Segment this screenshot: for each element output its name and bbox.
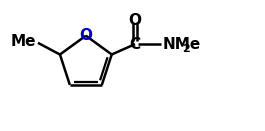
- Text: NMe: NMe: [162, 37, 201, 52]
- Text: O: O: [129, 13, 142, 28]
- Text: Me: Me: [10, 34, 36, 49]
- Text: O: O: [79, 28, 92, 43]
- Text: C: C: [130, 37, 141, 52]
- Text: 2: 2: [183, 44, 190, 54]
